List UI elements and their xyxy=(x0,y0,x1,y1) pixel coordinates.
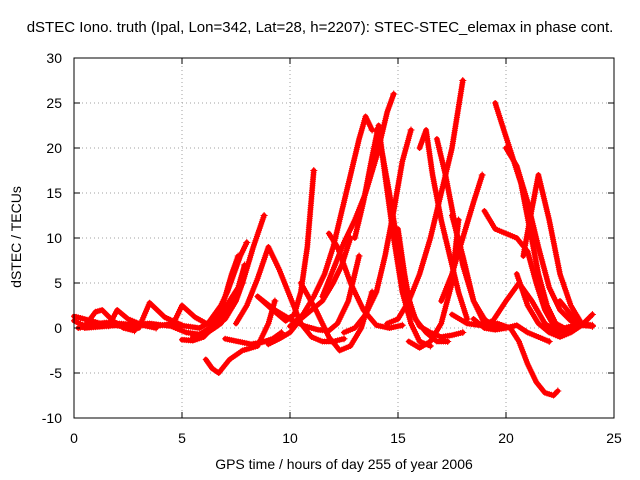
data-marks xyxy=(71,77,596,399)
y-axis-label: dSTEC / TECUs xyxy=(8,186,24,288)
x-tick-label: 20 xyxy=(498,430,514,446)
plus-markers xyxy=(254,252,363,334)
plus-markers xyxy=(481,320,562,399)
data-series xyxy=(168,239,251,331)
x-tick-label: 5 xyxy=(178,430,186,446)
y-tick-label: 20 xyxy=(46,140,62,156)
y-tick-label: 25 xyxy=(46,95,62,111)
plus-markers xyxy=(481,208,564,332)
data-series xyxy=(222,329,285,348)
data-series xyxy=(341,126,415,336)
plus-markers xyxy=(196,279,246,339)
data-series xyxy=(557,298,596,329)
plus-markers xyxy=(202,297,279,376)
y-tick-label: 15 xyxy=(46,185,62,201)
data-series xyxy=(481,320,562,399)
data-series-trace xyxy=(168,240,250,331)
x-tick-label: 15 xyxy=(390,430,406,446)
data-series xyxy=(233,244,348,345)
y-tick-label: 5 xyxy=(54,275,62,291)
x-tick-label: 0 xyxy=(70,430,78,446)
data-series xyxy=(438,171,486,304)
plus-markers xyxy=(557,298,596,329)
data-series xyxy=(481,208,564,332)
plus-markers xyxy=(438,171,486,304)
y-tick-label: -5 xyxy=(50,365,63,381)
data-series xyxy=(416,127,471,323)
y-tick-label: -10 xyxy=(42,410,62,426)
x-tick-label: 25 xyxy=(606,430,622,446)
x-axis-label: GPS time / hours of day 255 of year 2006 xyxy=(215,456,473,472)
plus-markers xyxy=(168,239,251,331)
data-series xyxy=(265,234,354,348)
data-series xyxy=(384,77,467,327)
data-series xyxy=(254,252,363,334)
plus-markers xyxy=(520,172,596,330)
x-tick-label: 10 xyxy=(282,430,298,446)
data-series xyxy=(287,113,376,330)
data-series xyxy=(196,279,246,339)
plus-markers xyxy=(384,77,467,327)
data-series xyxy=(297,280,376,354)
chart-title: dSTEC Iono. truth (Ipal, Lon=342, Lat=28… xyxy=(26,19,614,36)
data-series xyxy=(395,226,467,340)
data-series-trace xyxy=(481,321,561,398)
y-tick-label: 0 xyxy=(54,320,62,336)
ticks: 0 5 10 15 20 25 -10 -5 0 5 10 15 20 25 30 xyxy=(42,50,622,446)
data-series xyxy=(202,297,279,376)
plus-markers xyxy=(416,127,471,323)
y-tick-label: 30 xyxy=(46,50,62,66)
data-series-trace xyxy=(492,100,578,331)
plus-markers xyxy=(287,113,376,330)
plus-markers xyxy=(395,226,467,340)
y-tick-label: 10 xyxy=(46,230,62,246)
plus-markers xyxy=(222,329,285,348)
